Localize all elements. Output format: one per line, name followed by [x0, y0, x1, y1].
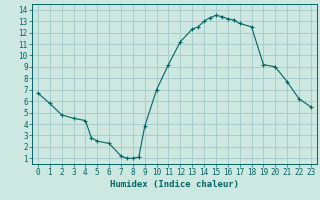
X-axis label: Humidex (Indice chaleur): Humidex (Indice chaleur) — [110, 180, 239, 189]
